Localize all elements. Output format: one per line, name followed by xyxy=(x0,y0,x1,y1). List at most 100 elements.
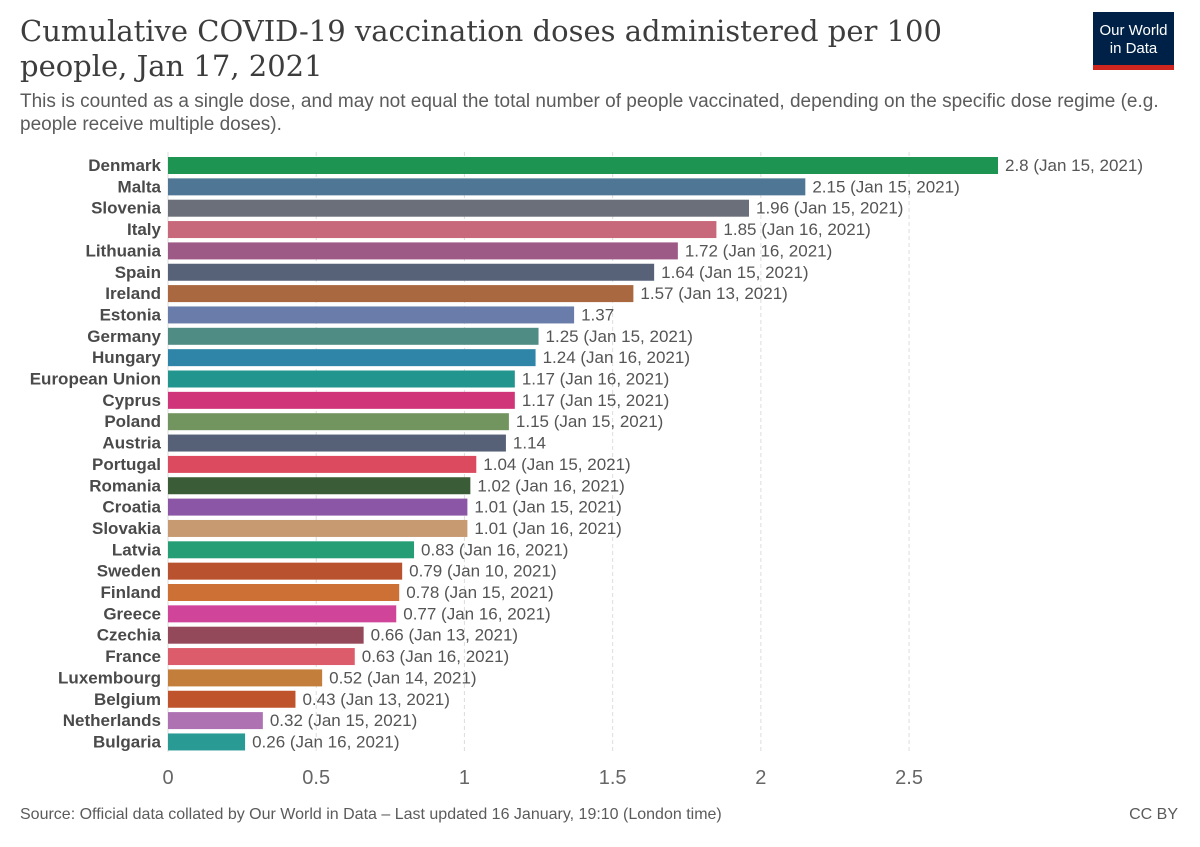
bar[interactable] xyxy=(168,498,468,516)
value-label: 1.01 (Jan 16, 2021) xyxy=(474,519,621,538)
value-label: 0.83 (Jan 16, 2021) xyxy=(421,540,568,559)
bar[interactable] xyxy=(168,306,575,324)
category-label: Netherlands xyxy=(63,711,161,730)
category-label: Slovenia xyxy=(91,199,161,218)
x-tick-label: 1 xyxy=(459,767,470,789)
bar[interactable] xyxy=(168,455,477,473)
chart-title: Cumulative COVID-19 vaccination doses ad… xyxy=(20,14,942,83)
category-label: Luxembourg xyxy=(58,668,161,687)
bar[interactable] xyxy=(168,199,749,217)
category-label: Romania xyxy=(89,476,161,495)
x-tick-label: 2.5 xyxy=(895,767,923,789)
value-labels: 2.8 (Jan 15, 2021) 2.15 (Jan 15, 2021) 1.9… xyxy=(252,156,1143,751)
bar[interactable] xyxy=(168,519,468,537)
bar[interactable] xyxy=(168,157,998,174)
category-labels: Denmark Malta Slovenia Italy Lithuania Spain I… xyxy=(30,156,162,751)
bar[interactable] xyxy=(168,285,634,303)
value-label: 0.32 (Jan 15, 2021) xyxy=(270,711,417,730)
category-label: European Union xyxy=(30,370,161,389)
category-label: Austria xyxy=(102,434,161,453)
x-tick-label: 2 xyxy=(755,767,766,789)
value-label: 1.04 (Jan 15, 2021) xyxy=(483,455,630,474)
category-label: Malta xyxy=(118,177,162,196)
value-label: 1.17 (Jan 15, 2021) xyxy=(522,391,669,410)
bar[interactable] xyxy=(168,178,806,196)
value-label: 0.66 (Jan 13, 2021) xyxy=(371,626,518,645)
logo-line-1: Our World xyxy=(1099,22,1168,39)
category-label: Slovakia xyxy=(92,519,162,538)
category-label: Greece xyxy=(103,604,161,623)
category-label: Belgium xyxy=(94,690,161,709)
bar[interactable] xyxy=(168,263,655,281)
category-label: Bulgaria xyxy=(93,732,162,751)
category-label: Spain xyxy=(115,263,161,282)
bar[interactable] xyxy=(168,221,717,239)
x-axis-ticks: 0 0.5 1 1.5 2 2.5 xyxy=(162,767,923,789)
bar[interactable] xyxy=(168,391,515,409)
value-label: 1.17 (Jan 16, 2021) xyxy=(522,370,669,389)
value-label: 0.78 (Jan 15, 2021) xyxy=(406,583,553,602)
value-label: 1.25 (Jan 15, 2021) xyxy=(546,327,693,346)
bars xyxy=(168,157,998,751)
category-label: Lithuania xyxy=(85,241,161,260)
category-label: Finland xyxy=(101,583,161,602)
x-tick-label: 0 xyxy=(162,767,173,789)
value-label: 1.15 (Jan 15, 2021) xyxy=(516,412,663,431)
owid-logo[interactable]: Our World in Data xyxy=(1093,12,1174,70)
category-label: France xyxy=(105,647,161,666)
value-label: 1.14 xyxy=(513,434,546,453)
category-label: Denmark xyxy=(88,156,161,175)
bar[interactable] xyxy=(168,434,506,452)
bar[interactable] xyxy=(168,541,415,559)
bar[interactable] xyxy=(168,370,515,388)
bar[interactable] xyxy=(168,690,296,708)
bar[interactable] xyxy=(168,669,323,687)
category-label: Croatia xyxy=(102,498,161,517)
value-label: 0.79 (Jan 10, 2021) xyxy=(409,562,556,581)
bar[interactable] xyxy=(168,477,471,495)
bar[interactable] xyxy=(168,562,403,580)
value-label: 1.85 (Jan 16, 2021) xyxy=(723,220,870,239)
bar[interactable] xyxy=(168,648,355,666)
category-label: Italy xyxy=(127,220,162,239)
chart-subtitle: This is counted as a single dose, and ma… xyxy=(20,91,1159,135)
value-label: 1.01 (Jan 15, 2021) xyxy=(474,498,621,517)
category-label: Germany xyxy=(87,327,161,346)
bar[interactable] xyxy=(168,605,397,623)
category-label: Poland xyxy=(104,412,161,431)
value-label: 0.52 (Jan 14, 2021) xyxy=(329,668,476,687)
value-label: 0.63 (Jan 16, 2021) xyxy=(362,647,509,666)
category-label: Ireland xyxy=(105,284,161,303)
bar[interactable] xyxy=(168,349,536,367)
category-label: Portugal xyxy=(92,455,161,474)
bar[interactable] xyxy=(168,242,678,260)
category-label: Latvia xyxy=(112,540,162,559)
value-label: 0.43 (Jan 13, 2021) xyxy=(302,690,449,709)
value-label: 0.26 (Jan 16, 2021) xyxy=(252,732,399,751)
value-label: 1.37 xyxy=(581,305,614,324)
bar[interactable] xyxy=(168,733,246,751)
category-label: Hungary xyxy=(92,348,162,367)
bar[interactable] xyxy=(168,584,400,601)
bar[interactable] xyxy=(168,626,364,644)
value-label: 0.77 (Jan 16, 2021) xyxy=(403,604,550,623)
logo-line-2: in Data xyxy=(1109,40,1158,57)
value-label: 2.15 (Jan 15, 2021) xyxy=(812,177,959,196)
source-note: Source: Official data collated by Our Wo… xyxy=(20,806,722,823)
value-label: 1.02 (Jan 16, 2021) xyxy=(477,476,624,495)
category-label: Czechia xyxy=(97,626,162,645)
bar-chart: Denmark Malta Slovenia Italy Lithuania Spain I… xyxy=(30,152,1143,789)
value-label: 1.57 (Jan 13, 2021) xyxy=(640,284,787,303)
category-label: Sweden xyxy=(97,562,161,581)
value-label: 2.8 (Jan 15, 2021) xyxy=(1005,156,1143,175)
bar[interactable] xyxy=(168,712,263,730)
value-label: 1.24 (Jan 16, 2021) xyxy=(543,348,690,367)
value-label: 1.72 (Jan 16, 2021) xyxy=(685,241,832,260)
value-label: 1.96 (Jan 15, 2021) xyxy=(756,199,903,218)
x-tick-label: 1.5 xyxy=(599,767,627,789)
license-link[interactable]: CC BY xyxy=(1129,806,1178,823)
bar[interactable] xyxy=(168,327,539,345)
x-tick-label: 0.5 xyxy=(302,767,330,789)
bar[interactable] xyxy=(168,413,509,431)
category-label: Estonia xyxy=(100,305,162,324)
